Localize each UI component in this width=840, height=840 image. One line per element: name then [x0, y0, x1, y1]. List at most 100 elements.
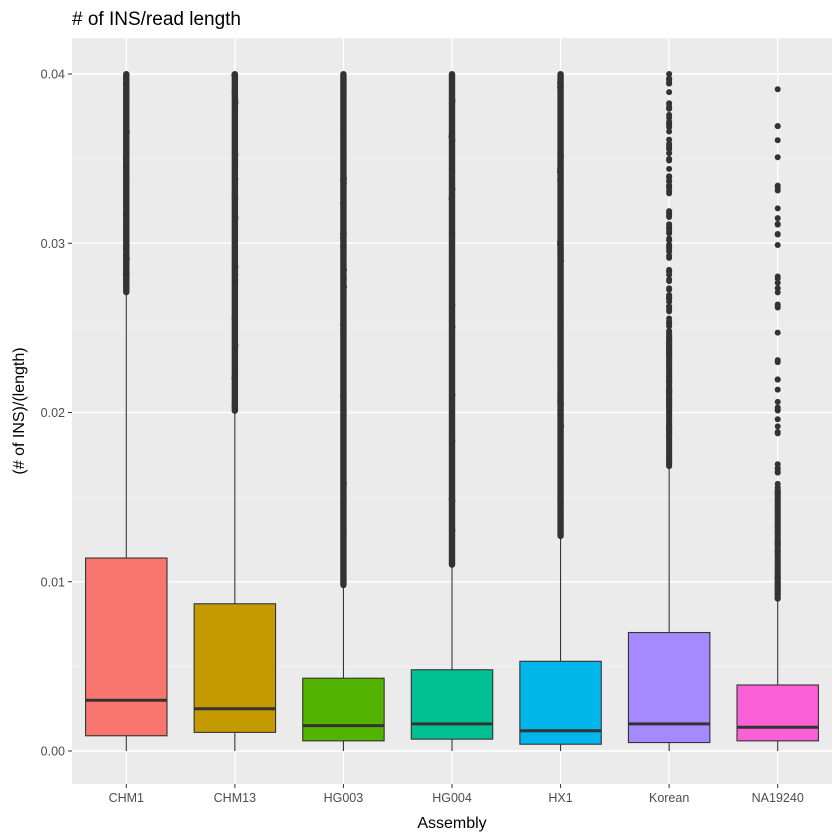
outlier-point: [448, 166, 455, 173]
outlier-point: [449, 137, 456, 144]
y-axis-label: (# of INS)/(length): [11, 347, 28, 474]
outlier-point: [666, 150, 673, 157]
outlier-point: [558, 423, 565, 430]
outlier-point: [666, 243, 673, 250]
outlier-point: [557, 358, 564, 365]
outlier-point: [341, 266, 348, 273]
outlier-point: [122, 252, 129, 259]
outlier-point: [666, 266, 673, 273]
outlier-point: [449, 97, 456, 104]
outlier-point: [666, 111, 673, 118]
outlier-point: [232, 100, 239, 107]
outlier-point: [557, 80, 564, 87]
outlier-point: [774, 220, 781, 227]
outlier-point: [122, 212, 129, 219]
outlier-point: [341, 284, 348, 291]
outlier-point: [340, 235, 347, 242]
outlier-point: [340, 458, 347, 465]
outlier-point: [340, 243, 347, 250]
outlier-point: [666, 190, 673, 197]
outlier-point: [774, 279, 781, 286]
outlier-point: [774, 357, 781, 364]
outlier-point: [557, 176, 564, 183]
x-tick-label: NA19240: [752, 791, 804, 805]
outlier-point: [666, 286, 673, 293]
outlier-point: [774, 215, 781, 222]
outlier-point: [557, 203, 564, 210]
outlier-point: [122, 154, 129, 161]
outlier-point: [774, 137, 781, 144]
outlier-point: [666, 298, 673, 305]
outlier-point: [449, 560, 456, 567]
outlier-point: [123, 144, 130, 151]
outlier-point: [449, 437, 456, 444]
outlier-point: [774, 304, 781, 311]
outlier-point: [231, 182, 238, 189]
outlier-point: [122, 81, 129, 88]
outlier-point: [340, 480, 347, 487]
outlier-point: [774, 423, 781, 430]
outlier-point: [774, 182, 781, 189]
outlier-point: [774, 230, 781, 237]
outlier-point: [666, 136, 673, 143]
outlier-point: [232, 176, 239, 183]
outlier-point: [449, 301, 456, 308]
outlier-point: [666, 184, 673, 191]
outlier-point: [666, 174, 673, 181]
x-tick-label: CHM1: [109, 791, 144, 805]
outlier-point: [448, 155, 455, 162]
whiskers: [125, 292, 779, 751]
outlier-point: [340, 533, 347, 540]
outlier-point: [340, 82, 347, 89]
outlier-point: [666, 140, 673, 147]
outlier-band: [340, 71, 347, 589]
outlier-point: [557, 304, 564, 311]
outlier-point: [666, 89, 673, 96]
outlier-point: [340, 527, 347, 534]
outlier-point: [557, 386, 564, 393]
outlier-point: [774, 329, 781, 336]
outlier-point: [232, 263, 239, 270]
outlier-point: [232, 195, 239, 202]
outlier-point: [123, 95, 130, 102]
box-chm1: [85, 557, 168, 737]
outlier-point: [774, 404, 781, 411]
outlier-point: [774, 376, 781, 383]
outlier-point: [666, 228, 673, 235]
outlier-point: [448, 496, 455, 503]
outlier-point: [232, 342, 239, 349]
x-tick-label: HX1: [548, 791, 572, 805]
outlier-point: [666, 165, 673, 172]
outlier-point: [666, 308, 673, 315]
outlier-point: [774, 289, 781, 296]
outlier-point: [340, 129, 347, 136]
outlier-point: [123, 280, 130, 287]
outlier-point: [449, 392, 456, 399]
y-tick-label: 0.00: [41, 745, 65, 759]
outlier-band: [448, 71, 456, 568]
outlier-point: [557, 239, 564, 246]
y-axis-ticks: 0.00 0.01 0.02 0.03 0.04: [41, 68, 72, 759]
outlier-point: [232, 216, 239, 223]
outlier-band: [774, 486, 781, 599]
y-tick-label: 0.01: [41, 575, 65, 589]
outlier-point: [340, 180, 347, 187]
y-tick-label: 0.02: [41, 406, 65, 420]
outlier-point: [123, 128, 130, 135]
outlier-point: [666, 75, 673, 82]
outlier-point: [340, 514, 347, 521]
box-chm13: [193, 603, 277, 733]
y-tick-label: 0.03: [41, 237, 65, 251]
outlier-point: [449, 527, 456, 534]
outlier-band: [666, 329, 673, 467]
outlier-point: [340, 229, 347, 236]
outlier-point: [666, 237, 673, 244]
outlier-point: [666, 71, 673, 77]
outlier-point: [123, 232, 130, 239]
outlier-point: [774, 468, 781, 475]
outlier-point: [666, 121, 673, 128]
outlier-point: [774, 285, 781, 292]
outlier-point: [122, 164, 129, 171]
outlier-point: [449, 326, 456, 333]
outlier-band: [231, 71, 239, 414]
